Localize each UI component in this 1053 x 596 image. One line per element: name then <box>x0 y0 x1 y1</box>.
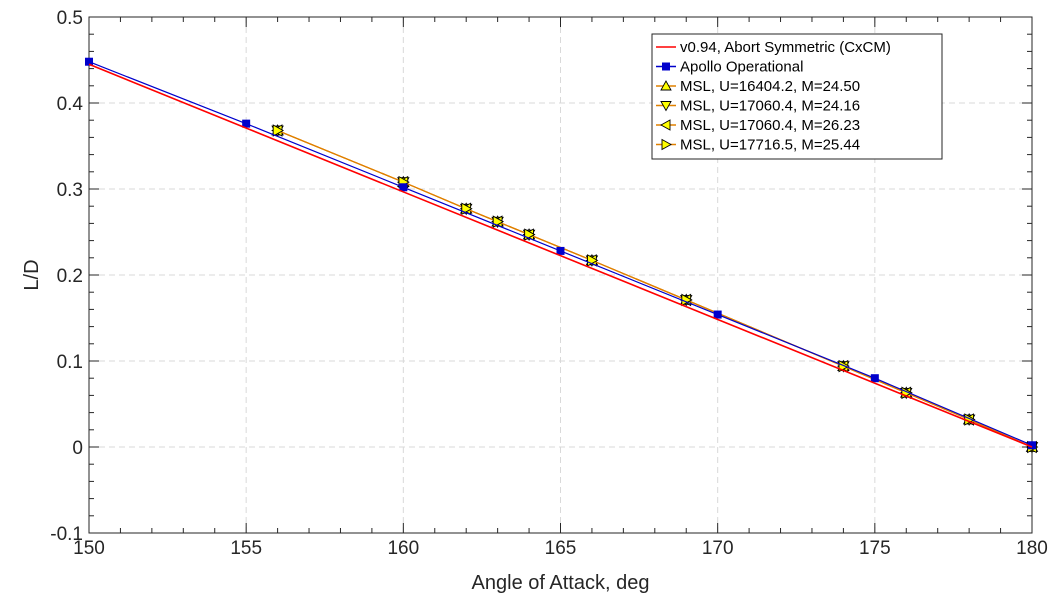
data-point-triangle-left <box>660 119 671 131</box>
x-tick-label: 165 <box>545 538 577 559</box>
data-point-square <box>870 374 879 383</box>
series-0 <box>88 63 1033 448</box>
y-tick-label: 0.4 <box>57 94 84 115</box>
x-tick-label: 170 <box>702 538 734 559</box>
legend-label: MSL, U=16404.2, M=24.50 <box>680 78 860 95</box>
series-1 <box>85 57 1036 450</box>
series-layer <box>85 57 1039 454</box>
data-point-triangle-right <box>272 124 285 137</box>
data-point-square <box>662 62 670 71</box>
legend-entry: MSL, U=16404.2, M=24.50 <box>656 78 860 95</box>
x-tick-label: 155 <box>230 538 262 559</box>
legend-label: MSL, U=17060.4, M=26.23 <box>680 117 860 134</box>
legend: v0.94, Abort Symmetric (CxCM) Apollo Oper… <box>651 33 943 160</box>
y-tick-label: -0.1 <box>50 524 83 545</box>
legend-label: v0.94, Abort Symmetric (CxCM) <box>680 39 891 56</box>
x-tick-label: 160 <box>387 538 419 559</box>
x-tick-label: 175 <box>859 538 891 559</box>
data-point-triangle-down <box>660 101 672 112</box>
data-point-square <box>713 310 722 319</box>
y-tick-label: 0.3 <box>57 180 83 201</box>
tick-labels: 150 155 160 165 170 175 180 -0.1 0 0.1 0.2 0.3 0.4 0.… <box>50 8 1048 559</box>
x-tick-label: 180 <box>1016 538 1048 559</box>
y-axis-title: L/D <box>21 259 43 290</box>
legend-entry: MSL, U=17716.5, M=25.44 <box>656 137 860 154</box>
x-axis-title: Angle of Attack, deg <box>472 572 650 594</box>
data-point-triangle-right <box>661 138 672 151</box>
legend-label: MSL, U=17716.5, M=25.44 <box>680 137 860 154</box>
axes <box>88 16 1033 534</box>
legend-entry: MSL, U=17060.4, M=24.16 <box>656 98 860 115</box>
legend-box <box>651 33 943 160</box>
data-point-square <box>556 246 565 255</box>
data-point-square <box>242 119 251 128</box>
x-tick-label: 150 <box>73 538 105 559</box>
y-tick-label: 0.1 <box>57 352 83 373</box>
data-point-triangle-up <box>660 80 672 91</box>
series-line <box>88 63 1033 448</box>
legend-entry: Apollo Operational <box>656 59 803 76</box>
data-point-square <box>85 57 93 66</box>
y-tick-label: 0 <box>72 438 83 459</box>
legend-label: Apollo Operational <box>680 59 803 76</box>
y-tick-label: 0.2 <box>57 266 83 287</box>
legend-label: MSL, U=17060.4, M=24.16 <box>680 98 860 115</box>
y-tick-label: 0.5 <box>57 8 83 29</box>
legend-entry: v0.94, Abort Symmetric (CxCM) <box>656 39 891 56</box>
legend-entry: MSL, U=17060.4, M=26.23 <box>656 117 860 134</box>
data-point-square <box>399 183 408 192</box>
